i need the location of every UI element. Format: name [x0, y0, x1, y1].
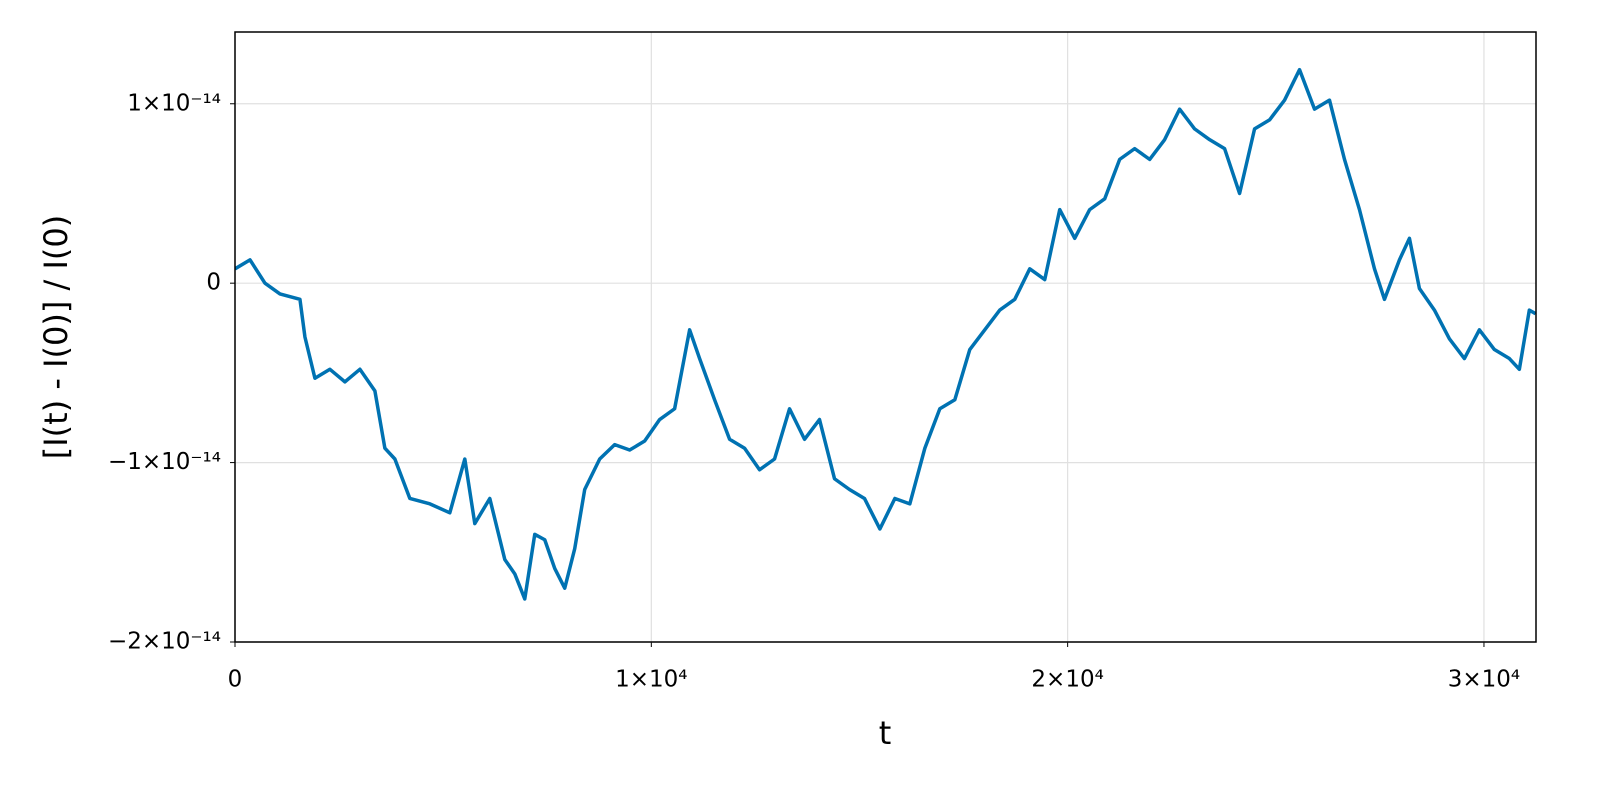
y-tick-label: −2×10⁻¹⁴	[108, 629, 221, 655]
y-axis-label: [I(t) - I(0)] / I(0)	[37, 215, 75, 459]
plot-frame	[234, 31, 1537, 643]
data-line	[235, 67, 1536, 601]
x-tick-label: 3×10⁴	[1448, 667, 1520, 693]
x-axis-label: t	[879, 714, 892, 752]
y-tick-label: 0	[206, 270, 221, 296]
y-tick-label: 1×10⁻¹⁴	[127, 90, 221, 116]
x-tick-label: 1×10⁴	[615, 667, 687, 693]
x-tick-label: 2×10⁴	[1031, 667, 1103, 693]
y-tick-label: −1×10⁻¹⁴	[108, 449, 221, 475]
x-tick-label: 0	[228, 667, 243, 693]
